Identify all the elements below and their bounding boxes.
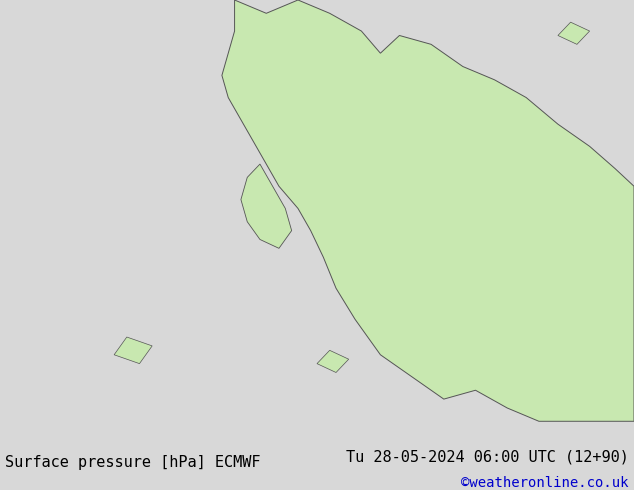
Polygon shape	[558, 22, 590, 44]
Polygon shape	[222, 0, 634, 421]
Polygon shape	[114, 337, 152, 364]
Polygon shape	[241, 164, 292, 248]
Polygon shape	[317, 350, 349, 372]
Text: Surface pressure [hPa] ECMWF: Surface pressure [hPa] ECMWF	[5, 455, 261, 469]
Text: ©weatheronline.co.uk: ©weatheronline.co.uk	[462, 476, 629, 490]
Text: Tu 28-05-2024 06:00 UTC (12+90): Tu 28-05-2024 06:00 UTC (12+90)	[346, 450, 629, 465]
